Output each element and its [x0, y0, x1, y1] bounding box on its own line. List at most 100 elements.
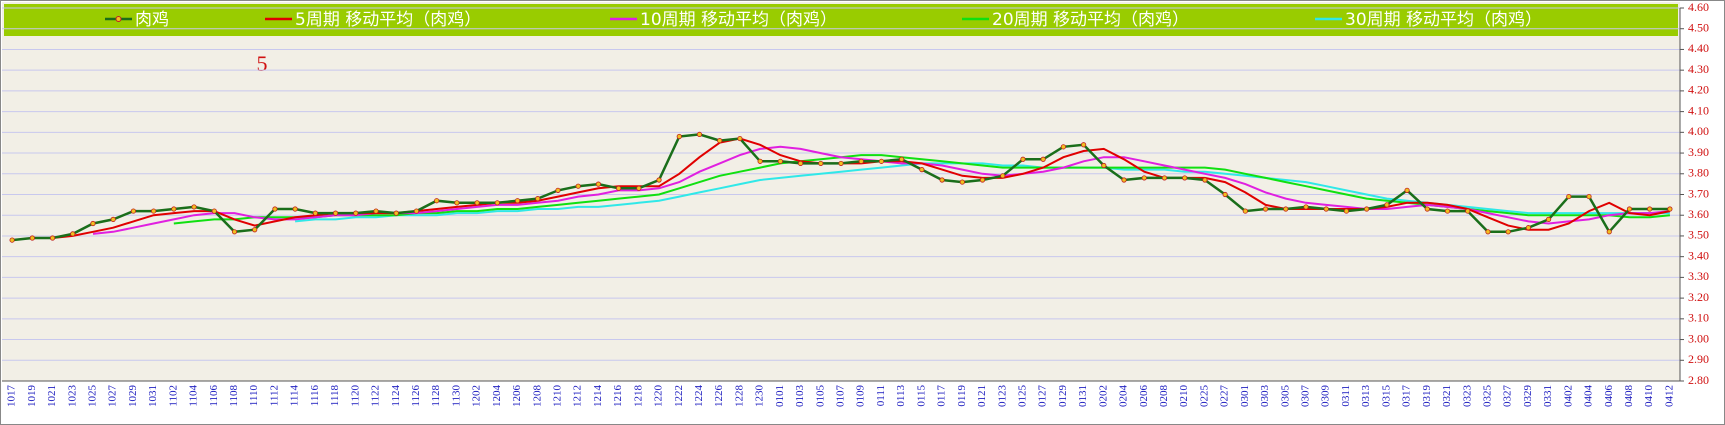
- x-tick-label: 1021: [46, 385, 58, 407]
- point: [878, 158, 885, 164]
- x-tick-label: 0331: [1542, 385, 1554, 407]
- x-tick-label: 0119: [956, 385, 968, 407]
- point: [1161, 175, 1168, 181]
- x-tick-label: 0309: [1320, 385, 1332, 408]
- x-tick-label: 1226: [713, 385, 725, 408]
- x-tick-label: 1220: [653, 385, 665, 408]
- point: [1202, 177, 1208, 183]
- x-tick-label: 0305: [1279, 385, 1291, 408]
- x-tick-label: 1104: [188, 385, 200, 407]
- y-tick-label: 4.30: [1688, 62, 1709, 76]
- x-tick-label: 1116: [309, 385, 321, 407]
- point: [757, 158, 763, 164]
- x-tick-label: 0404: [1583, 385, 1595, 408]
- point: [1606, 229, 1612, 235]
- x-tick-label: 0123: [996, 385, 1008, 408]
- x-tick-label: 0311: [1340, 385, 1352, 407]
- point: [373, 208, 379, 214]
- point: [353, 210, 359, 216]
- point: [535, 196, 541, 202]
- point: [9, 237, 15, 243]
- y-tick-label: 3.70: [1688, 186, 1709, 200]
- x-tick-label: 0301: [1239, 385, 1251, 407]
- x-tick-label: 1025: [87, 385, 99, 408]
- x-tick-label: 0115: [915, 385, 927, 407]
- x-tick-label: 0101: [774, 385, 786, 407]
- x-tick-label: 1230: [754, 385, 766, 408]
- point: [1465, 208, 1471, 214]
- point: [1141, 175, 1147, 181]
- point: [1101, 162, 1107, 169]
- x-tick-label: 1126: [410, 385, 422, 407]
- y-tick-label: 4.20: [1688, 83, 1709, 97]
- point: [231, 229, 238, 235]
- x-tick-label: 1128: [430, 385, 442, 407]
- point: [1485, 229, 1491, 235]
- y-tick-label: 4.40: [1688, 41, 1709, 55]
- point: [434, 198, 440, 204]
- point: [717, 138, 723, 144]
- y-tick-label: 3.90: [1688, 145, 1709, 159]
- x-tick-label: 1124: [390, 385, 402, 407]
- legend-label: 10周期 移动平均（肉鸡）: [640, 10, 837, 30]
- point: [696, 131, 703, 138]
- x-tick-label: 0402: [1562, 385, 1574, 407]
- x-tick-label: 1110: [248, 385, 260, 407]
- point: [1404, 187, 1410, 193]
- x-tick-label: 1222: [673, 385, 685, 407]
- x-tick-label: 1019: [26, 385, 38, 408]
- x-tick-label: 0103: [794, 385, 806, 408]
- x-tick-label: 1114: [289, 385, 301, 407]
- x-tick-label: 0412: [1663, 385, 1675, 407]
- y-tick-label: 4.00: [1688, 124, 1709, 138]
- point: [1020, 156, 1026, 162]
- point: [1283, 206, 1289, 212]
- y-tick-label: 3.30: [1688, 269, 1709, 283]
- point: [1525, 225, 1531, 231]
- point: [1444, 208, 1451, 214]
- x-tick-label: 0125: [1016, 385, 1028, 408]
- x-tick-label: 1206: [511, 385, 523, 408]
- x-tick-label: 0313: [1360, 385, 1372, 408]
- point: [1384, 202, 1390, 208]
- x-tick-label: 0208: [1158, 385, 1170, 408]
- point: [474, 200, 480, 206]
- y-tick-label: 4.50: [1688, 20, 1709, 34]
- x-tick-label: 1208: [531, 385, 543, 408]
- y-tick-label: 4.60: [1688, 0, 1709, 14]
- point: [29, 235, 35, 241]
- point: [1545, 216, 1552, 222]
- point: [252, 227, 258, 233]
- point: [979, 177, 986, 183]
- legend-label: 5周期 移动平均（肉鸡）: [295, 10, 481, 30]
- point: [575, 183, 581, 189]
- x-tick-label: 0321: [1441, 385, 1453, 407]
- legend-label: 20周期 移动平均（肉鸡）: [992, 10, 1189, 30]
- x-tick-label: 0121: [976, 385, 988, 407]
- point: [1647, 206, 1653, 212]
- x-tick-label: 0329: [1522, 385, 1534, 408]
- point: [1222, 191, 1228, 198]
- point: [1000, 173, 1006, 179]
- point: [656, 177, 662, 183]
- point: [858, 158, 864, 164]
- point: [514, 198, 521, 204]
- point: [1364, 206, 1370, 212]
- x-tick-label: 0131: [1077, 385, 1089, 407]
- x-tick-label: 0319: [1421, 385, 1433, 408]
- point: [49, 235, 56, 241]
- point: [1343, 208, 1350, 214]
- x-tick-label: 0202: [1097, 385, 1109, 407]
- x-tick-label: 0317: [1401, 385, 1413, 408]
- y-tick-label: 3.40: [1688, 248, 1709, 262]
- point: [110, 216, 116, 222]
- point: [130, 208, 137, 214]
- point: [1303, 204, 1309, 210]
- point: [1182, 175, 1188, 181]
- y-tick-label: 3.80: [1688, 166, 1709, 180]
- y-tick-label: 3.20: [1688, 290, 1709, 304]
- annotation: 5: [257, 51, 268, 76]
- x-tick-label: 1210: [551, 385, 563, 408]
- x-tick-label: 0227: [1219, 385, 1231, 408]
- legend-label: 30周期 移动平均（肉鸡）: [1345, 10, 1542, 30]
